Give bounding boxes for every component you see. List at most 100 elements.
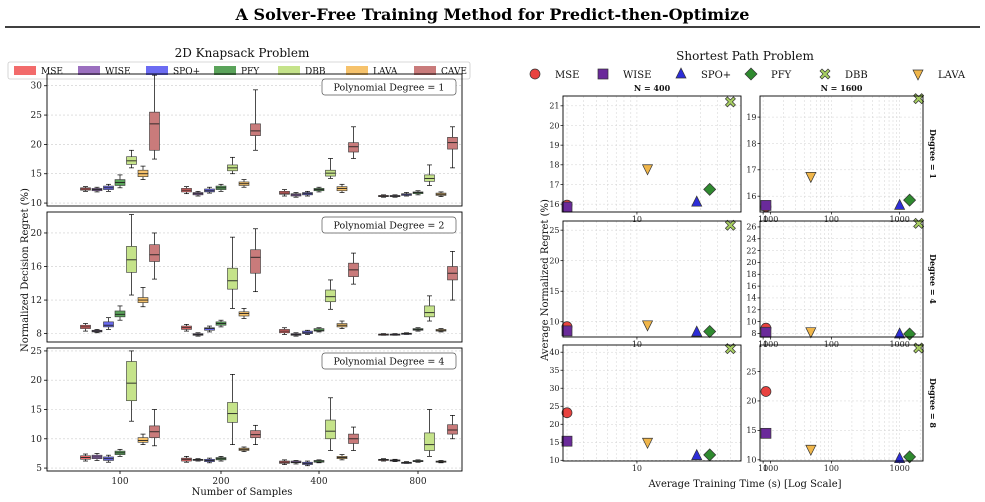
box-spo+-400 (302, 190, 313, 197)
box-lava-200 (238, 308, 250, 319)
legend-label-cave: CAVE (441, 67, 467, 77)
box-body (227, 267, 238, 290)
point-dbb (913, 93, 925, 105)
box-pfy-400 (313, 459, 325, 464)
x-tick-label: 10 (758, 464, 768, 473)
box-cave-100 (149, 74, 160, 160)
box-lava-800 (435, 328, 447, 333)
box-spo+-200 (204, 186, 215, 194)
box-mse-200 (181, 324, 192, 332)
knapsack-panel-2: 8 12 16 20 Polynomial Degree = 2 (31, 211, 463, 343)
x-tick-label: 10 (758, 215, 768, 224)
box-dbb-800 (424, 295, 435, 322)
box-body (447, 137, 458, 150)
y-tick-label: 20 (549, 121, 559, 130)
point-lava (805, 444, 817, 457)
legend-label-lava: LAVA (373, 67, 398, 77)
row-title: Degree = 1 (928, 129, 938, 179)
sp-legend: MSE WISE SPO+ PFY DBB LAVA (529, 67, 966, 81)
box-dbb-100 (126, 350, 137, 422)
point-mse (561, 407, 573, 419)
box-wise-100 (91, 186, 103, 193)
box-dbb-800 (424, 164, 435, 186)
x-tick-label: 100 (111, 477, 128, 487)
box-dbb-100 (126, 214, 137, 296)
y-tick-label: 40 (549, 348, 559, 357)
legend-label-dbb: DBB (845, 70, 868, 81)
point-wise (561, 435, 573, 447)
box-body (126, 361, 137, 402)
x-tick-label: 10 (632, 215, 642, 224)
legend-label-wise: WISE (623, 70, 651, 81)
point-spoplus (691, 448, 703, 460)
point-pfy (903, 450, 917, 464)
y-tick-label: 25 (31, 347, 43, 357)
point-lava (805, 327, 817, 339)
box-cave-200 (250, 424, 261, 445)
y-tick-label: 8 (36, 330, 42, 340)
x-tick-label: 1000 (889, 340, 909, 349)
y-tick-label: 20 (31, 140, 43, 150)
box-mse-800 (378, 333, 389, 336)
box-pfy-800 (412, 190, 424, 196)
box-cave-400 (348, 252, 359, 285)
box-cave-100 (149, 409, 160, 447)
column-title: N = 1600 (821, 83, 863, 93)
x-tick-label: 800 (409, 477, 426, 487)
box-wise-100 (91, 453, 103, 461)
y-tick-label: 10 (549, 456, 559, 465)
knapsack-xlabel: Number of Samples (192, 487, 293, 498)
point-pfy (903, 193, 917, 207)
box-pfy-200 (215, 319, 227, 328)
y-tick-label: 20 (549, 256, 559, 265)
y-tick-label: 12 (746, 306, 756, 315)
box-pfy-800 (412, 459, 424, 463)
y-tick-label: 25 (746, 367, 756, 376)
y-tick-label: 10 (31, 435, 43, 445)
point-pfy (703, 448, 717, 462)
knapsack-panel-3: 5 10 15 20 25 Polynomial Degree = 4 100 200 400 8… (31, 347, 463, 487)
point-wise (561, 325, 573, 337)
point-pfy (703, 182, 717, 196)
page-title: A Solver-Free Training Method for Predic… (235, 5, 750, 24)
box-spo+-800 (401, 192, 412, 197)
y-tick-label: 20 (549, 420, 559, 429)
legend-swatch-mse (14, 66, 36, 75)
x-tick-label: 400 (310, 477, 327, 487)
box-body (325, 419, 336, 440)
point-wise (760, 326, 772, 338)
panel-label: Polynomial Degree = 2 (334, 221, 445, 232)
y-tick-label: 17 (549, 180, 559, 189)
point-spoplus (894, 198, 906, 210)
panel-label-frame (321, 216, 457, 234)
y-tick-label: 16 (549, 200, 559, 209)
box-dbb-200 (227, 156, 238, 175)
y-tick-label: 16 (31, 263, 43, 273)
panel-frame (46, 211, 463, 343)
point-dbb (724, 343, 736, 355)
box-wise-400 (290, 332, 302, 337)
y-tick-label: 30 (31, 82, 43, 92)
panel-label-frame (321, 78, 457, 96)
box-wise-400 (290, 192, 302, 198)
box-lava-400 (336, 320, 348, 329)
point-spoplus (691, 325, 703, 337)
legend-swatch-dbb (278, 66, 300, 75)
y-tick-label: 15 (549, 287, 559, 296)
box-lava-400 (336, 454, 348, 461)
sp-ylabel: Average Normalized Regret (%) (540, 199, 551, 362)
point-wise (561, 201, 573, 213)
box-wise-200 (192, 190, 204, 197)
box-cave-100 (149, 232, 160, 280)
legend-label-pfy: PFY (241, 67, 260, 77)
legend-label-mse: MSE (555, 70, 579, 81)
box-pfy-100 (114, 174, 126, 189)
box-spo+-800 (401, 332, 412, 335)
point-spoplus (691, 195, 703, 207)
panel-label-frame (321, 352, 457, 370)
y-tick-label: 26 (746, 223, 756, 232)
